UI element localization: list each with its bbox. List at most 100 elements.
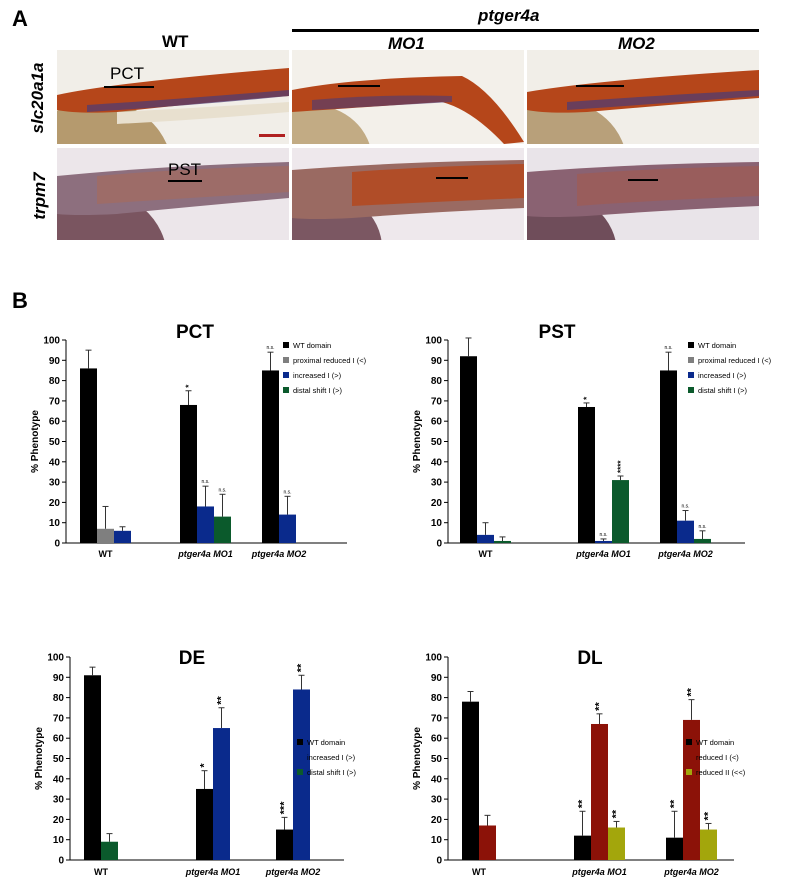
y-tick-label-de: 50: [53, 754, 65, 765]
ish-image-mo2-slc20a1a: [527, 50, 759, 144]
y-tick-label-pst: 50: [431, 437, 443, 448]
y-tick-label-dl: 10: [431, 835, 443, 846]
category-label-de: ptger4a MO1: [185, 867, 241, 877]
y-tick-label-dl: 50: [431, 754, 443, 765]
legend-swatch-pst: [688, 342, 694, 348]
category-label-pst: WT: [479, 549, 493, 559]
significance-label-pst: n.s.: [599, 532, 607, 538]
significance-label-pst: n.s.: [698, 524, 706, 530]
category-label-pst: ptger4a MO2: [657, 549, 713, 559]
bar-pst: [595, 540, 612, 543]
chart-title-pst: PST: [539, 322, 576, 343]
y-tick-label-pst: 70: [431, 396, 443, 407]
legend-label-pct: WT domain: [293, 341, 331, 350]
legend-label-dl: WT domain: [696, 738, 734, 747]
bar-pst: [460, 356, 477, 543]
significance-label-pst: *: [583, 396, 592, 400]
y-tick-label-pst: 10: [431, 518, 443, 529]
bar-pst: [494, 540, 511, 543]
column-header-wt: WT: [162, 32, 189, 51]
significance-label-pst: ****: [617, 460, 626, 473]
y-tick-label-dl: 90: [431, 673, 443, 684]
y-tick-label-dl: 70: [431, 713, 443, 724]
significance-label-pct: n.s.: [283, 489, 291, 495]
category-label-pct: ptger4a MO1: [177, 549, 233, 559]
bar-pct: [262, 370, 279, 543]
legend-label-pct: proximal reduced I (<): [293, 356, 367, 365]
legend-label-de: increased I (>): [307, 753, 356, 762]
y-tick-label-pct: 50: [49, 437, 61, 448]
significance-label-dl: **: [594, 702, 606, 711]
y-tick-label-de: 30: [53, 795, 65, 806]
segment-bar-pst-mo1: [436, 177, 468, 179]
significance-label-pst: n.s.: [664, 345, 672, 351]
y-tick-label-de: 100: [47, 653, 64, 664]
significance-label-de: **: [296, 663, 308, 672]
legend-swatch-pst: [688, 357, 694, 363]
legend-swatch-de: [297, 769, 303, 775]
y-tick-label-pct: 90: [49, 356, 61, 367]
y-tick-label-pst: 30: [431, 478, 443, 489]
segment-bar-pst-mo2: [628, 179, 658, 181]
legend-swatch-pct: [283, 387, 289, 393]
y-tick-label-de: 70: [53, 713, 65, 724]
y-tick-label-pct: 60: [49, 417, 61, 428]
category-label-de: ptger4a MO2: [265, 867, 321, 877]
significance-label-dl: **: [703, 811, 715, 820]
bar-de: [101, 841, 118, 860]
y-axis-label-pct: % Phenotype: [30, 410, 41, 473]
segment-label-pct: PCT: [110, 64, 144, 83]
significance-label-pct: n.s.: [218, 487, 226, 493]
y-tick-label-dl: 80: [431, 693, 443, 704]
y-tick-label-dl: 20: [431, 815, 443, 826]
bar-pct: [97, 528, 114, 543]
ish-image-wt-trpm7: [57, 148, 289, 240]
legend-swatch-dl: [686, 754, 692, 760]
legend-swatch-de: [297, 739, 303, 745]
bar-dl: [608, 827, 625, 860]
bar-dl: [574, 835, 591, 860]
legend-label-pst: WT domain: [698, 341, 736, 350]
ish-image-mo1-trpm7: [292, 148, 524, 240]
legend-swatch-dl: [686, 739, 692, 745]
legend-label-pst: distal shift I (>): [698, 386, 747, 395]
significance-label-dl: **: [686, 687, 698, 696]
significance-label-pct: n.s.: [266, 345, 274, 351]
legend-label-pct: distal shift I (>): [293, 386, 342, 395]
y-tick-label-de: 40: [53, 774, 65, 785]
y-tick-label-pct: 100: [43, 336, 60, 347]
legend-label-pst: increased I (>): [698, 371, 747, 380]
significance-label-de: *: [199, 763, 211, 768]
ish-image-mo1-slc20a1a: [292, 50, 524, 144]
bar-dl: [462, 701, 479, 860]
y-tick-label-pct: 30: [49, 478, 61, 489]
y-tick-label-pst: 90: [431, 356, 443, 367]
significance-label-pst: n.s.: [681, 504, 689, 510]
significance-label-dl: **: [669, 799, 681, 808]
column-header-mo1: MO1: [388, 34, 425, 53]
bar-pst: [578, 406, 595, 543]
y-tick-label-pct: 0: [54, 539, 60, 550]
y-tick-label-dl: 40: [431, 774, 443, 785]
legend-swatch-pst: [688, 372, 694, 378]
legend-swatch-pst: [688, 387, 694, 393]
group-label-underline: [292, 29, 759, 32]
category-label-dl: ptger4a MO2: [663, 867, 719, 877]
legend-label-de: WT domain: [307, 738, 345, 747]
bar-pct: [214, 516, 231, 543]
y-tick-label-de: 0: [58, 856, 64, 867]
legend-label-de: distal shift I (>): [307, 768, 356, 777]
bar-de: [213, 728, 230, 860]
legend-label-pct: increased I (>): [293, 371, 342, 380]
chart-title-dl: DL: [577, 648, 603, 669]
bar-pst: [677, 520, 694, 543]
category-label-pct: WT: [99, 549, 113, 559]
panel-a-letter: A: [12, 6, 28, 31]
bar-dl: [479, 825, 496, 860]
significance-label-pct: *: [185, 384, 194, 388]
bar-pst: [660, 370, 677, 543]
ish-image-wt-slc20a1a: [57, 50, 289, 144]
legend-swatch-dl: [686, 769, 692, 775]
y-tick-label-pct: 40: [49, 457, 61, 468]
y-tick-label-pst: 60: [431, 417, 443, 428]
